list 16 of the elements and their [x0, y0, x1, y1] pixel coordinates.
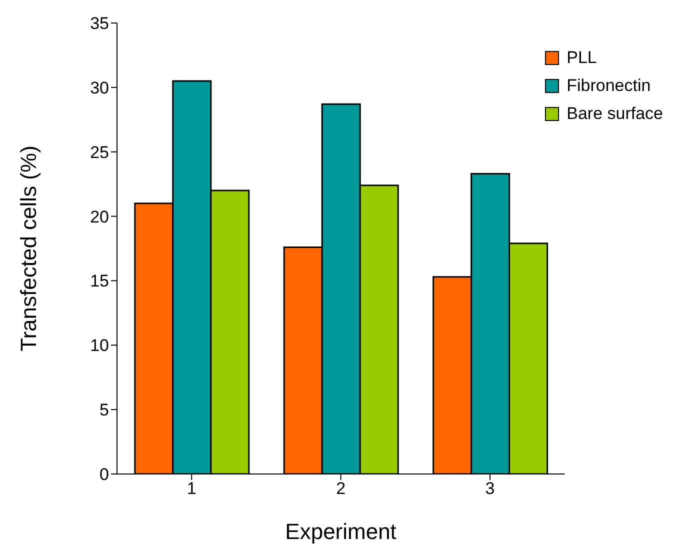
y-tick-label: 15 [90, 272, 109, 291]
x-tick-label: 2 [336, 479, 346, 498]
legend-label: PLL [566, 48, 597, 68]
legend-label: Fibronectin [566, 76, 651, 96]
y-tick-label: 25 [90, 142, 109, 162]
x-tick-label: 3 [485, 479, 495, 498]
y-tick-label: 10 [90, 336, 109, 356]
y-tick-label: 5 [100, 400, 109, 420]
y-tick-label: 35 [90, 14, 109, 34]
y-tick-label: 30 [90, 78, 109, 98]
y-tick-label: 0 [100, 465, 109, 484]
x-axis-title: Experiment [285, 519, 396, 544]
x-tick-label: 1 [186, 479, 196, 498]
y-axis-title: Transfected cells (%) [16, 146, 41, 352]
legend-label: Bare surface [566, 104, 663, 124]
y-tick-label: 20 [90, 207, 109, 226]
